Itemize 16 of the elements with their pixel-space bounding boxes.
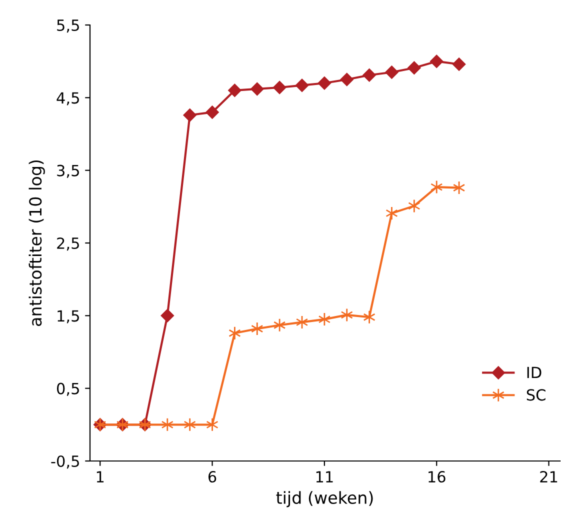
y-axis-title: antistoftiter (10 log) (28, 160, 45, 326)
legend-label: SC (526, 389, 546, 401)
x-tick-label: 21 (540, 470, 558, 482)
x-tick-label: 6 (208, 470, 216, 483)
y-tick-label: 5,5 (57, 20, 79, 33)
y-tick-label: 0,5 (56, 382, 79, 396)
y-tick-label: 4,5 (56, 92, 79, 106)
x-axis-title: tijd (weken) (276, 491, 373, 508)
x-tick-label: 1 (96, 471, 104, 482)
x-tick-label: 11 (316, 471, 333, 482)
y-tick-label: -0,5 (51, 455, 79, 469)
y-tick-label: 3,5 (57, 164, 79, 178)
y-tick-label: 2,5 (57, 237, 79, 251)
x-tick-label: 16 (428, 470, 446, 483)
y-tick-label: 1,5 (58, 310, 79, 324)
legend-label: ID (527, 366, 542, 378)
